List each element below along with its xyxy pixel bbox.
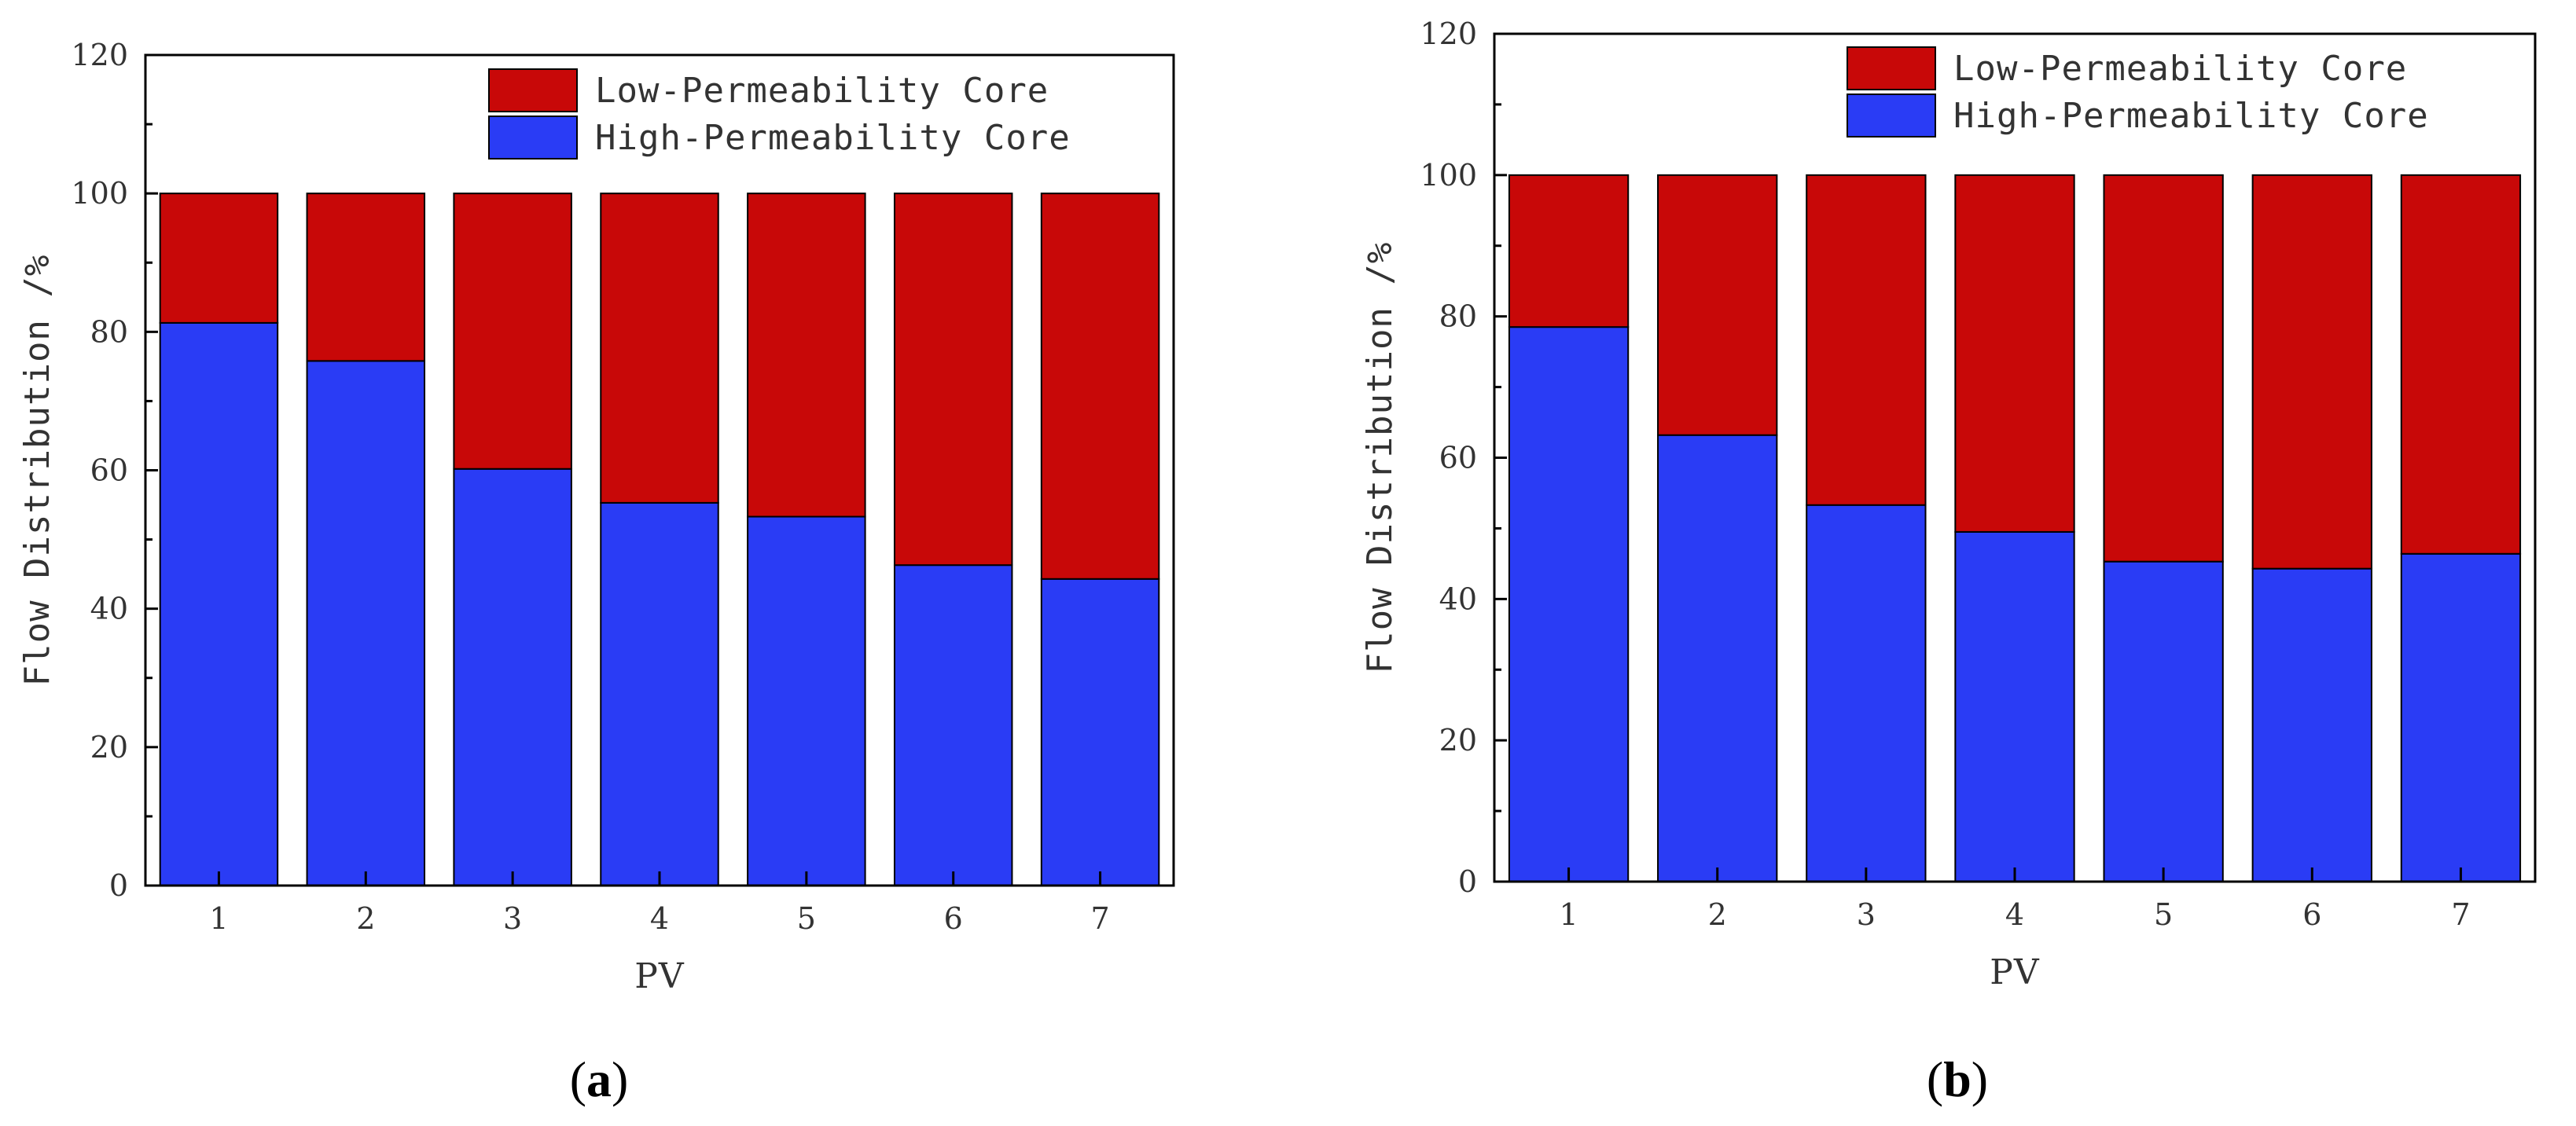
x-tick-label: 6 — [2302, 897, 2321, 932]
bar-low-permeability-pv-7 — [2400, 174, 2522, 555]
bar-high-permeability-pv-2 — [1657, 434, 1778, 882]
bar-low-permeability-pv-5 — [747, 193, 866, 518]
bar-low-permeability-pv-6 — [2251, 174, 2372, 570]
bar-low-permeability-pv-4 — [600, 193, 719, 504]
x-tick-label: 6 — [944, 901, 963, 936]
x-tick-label: 5 — [2154, 897, 2173, 932]
x-tick-label: 2 — [1708, 897, 1727, 932]
bar-high-permeability-pv-3 — [453, 468, 572, 886]
bar-high-permeability-pv-1 — [1508, 326, 1630, 882]
bar-low-permeability-pv-5 — [2103, 174, 2224, 563]
legend-swatch-low-permeability — [1847, 46, 1936, 90]
bar-low-permeability-pv-7 — [1040, 193, 1160, 580]
x-tick-label: 7 — [1090, 901, 1109, 936]
bar-high-permeability-pv-6 — [893, 564, 1013, 887]
y-tick-label: 80 — [1439, 299, 1477, 334]
x-tick-label: 5 — [797, 901, 816, 936]
y-tick-label: 40 — [90, 592, 128, 626]
legend-swatch-low-permeability — [488, 68, 578, 112]
bar-high-permeability-pv-7 — [1040, 578, 1160, 886]
y-tick-label: 100 — [1420, 158, 1477, 193]
x-tick-label: 1 — [209, 901, 228, 936]
bar-high-permeability-pv-5 — [2103, 560, 2224, 882]
legend-swatch-high-permeability — [488, 116, 578, 160]
bar-low-permeability-pv-1 — [159, 193, 279, 324]
legend-label: High-Permeability Core — [595, 118, 1071, 158]
x-tick-label: 3 — [503, 901, 522, 936]
bar-low-permeability-pv-6 — [893, 193, 1013, 567]
y-tick-label: 120 — [71, 38, 128, 72]
chart-panel-b: 1 2 3 4 5 6 7 0 20 40 60 80 100 120 PV Flow Distributio… — [1360, 17, 2537, 1107]
legend-label: Low-Permeability Core — [595, 71, 1049, 111]
x-tick-label: 7 — [2451, 897, 2470, 932]
bar-high-permeability-pv-3 — [1806, 504, 1927, 882]
y-tick-label: 20 — [90, 730, 128, 765]
bar-low-permeability-pv-3 — [453, 193, 572, 470]
x-tick-label: 4 — [2005, 897, 2024, 932]
legend: Low-Permeability Core High-Permeability C… — [1847, 46, 2429, 138]
legend-label: High-Permeability Core — [1953, 96, 2429, 136]
y-tick-label: 40 — [1439, 581, 1477, 616]
x-axis-title: PV — [1990, 952, 2040, 992]
bar-high-permeability-pv-1 — [159, 321, 279, 886]
bar-high-permeability-pv-6 — [2251, 567, 2372, 883]
x-tick-label: 3 — [1857, 897, 1876, 932]
bar-high-permeability-pv-5 — [747, 515, 866, 886]
y-tick-label: 0 — [109, 868, 128, 903]
chart-panel-a: 1 2 3 4 5 6 7 0 20 40 60 80 100 120 PV Flow Distributio… — [17, 38, 1175, 1107]
panel-label: (b) — [1927, 1051, 1988, 1107]
bar-low-permeability-pv-1 — [1508, 174, 1630, 328]
y-tick-label: 80 — [90, 314, 128, 349]
bar-high-permeability-pv-4 — [600, 501, 719, 886]
bar-low-permeability-pv-3 — [1806, 174, 1927, 506]
bar-low-permeability-pv-2 — [306, 193, 426, 362]
y-tick-label: 120 — [1420, 17, 1477, 51]
x-tick-label: 4 — [650, 901, 669, 936]
y-tick-label: 100 — [71, 176, 128, 211]
legend: Low-Permeability Core High-Permeability C… — [488, 68, 1071, 160]
y-tick-label: 60 — [90, 453, 128, 488]
y-tick-label: 20 — [1439, 723, 1477, 757]
legend-label: Low-Permeability Core — [1953, 49, 2407, 89]
y-tick-label: 0 — [1458, 864, 1477, 899]
bar-high-permeability-pv-4 — [1954, 530, 2075, 882]
y-tick-label: 60 — [1439, 441, 1477, 475]
bar-low-permeability-pv-4 — [1954, 174, 2075, 533]
x-axis-title: PV — [634, 956, 685, 996]
bar-high-permeability-pv-7 — [2400, 552, 2522, 883]
bar-high-permeability-pv-2 — [306, 360, 426, 887]
x-tick-label: 1 — [1559, 897, 1578, 932]
panel-label: (a) — [570, 1051, 629, 1107]
y-axis-title: Flow Distribution /% — [17, 255, 57, 687]
x-tick-label: 2 — [356, 901, 375, 936]
y-axis-title: Flow Distribution /% — [1360, 242, 1400, 674]
legend-swatch-high-permeability — [1847, 94, 1936, 138]
bar-low-permeability-pv-2 — [1657, 174, 1778, 436]
